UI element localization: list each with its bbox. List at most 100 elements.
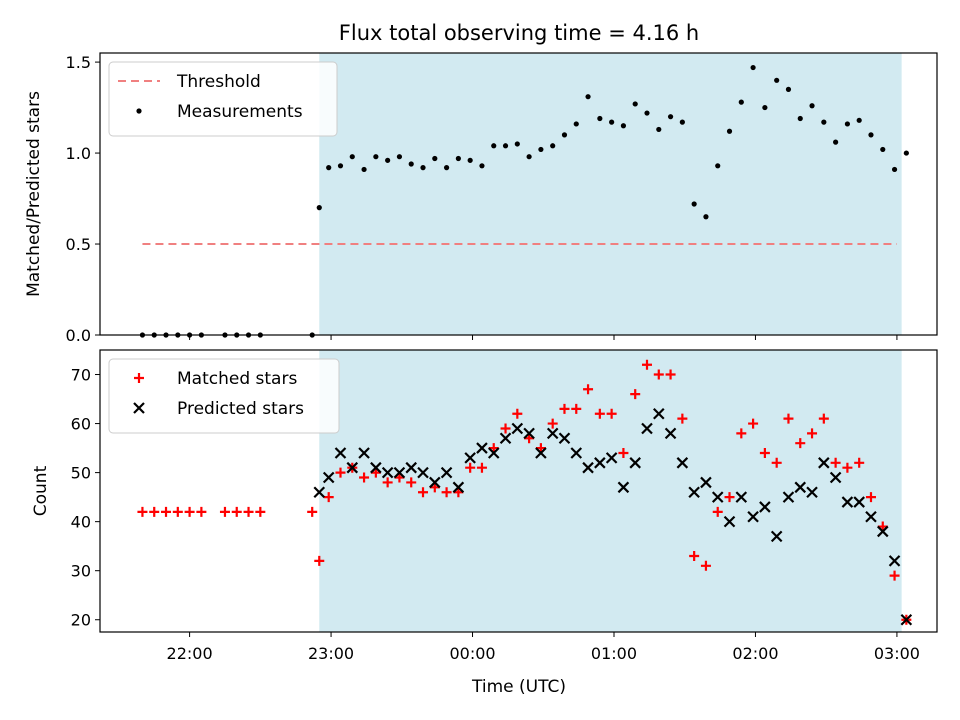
series1-point — [888, 555, 901, 567]
series1-point — [723, 515, 736, 528]
y-axis-label: Matched/Predicted stars — [24, 91, 44, 297]
series0-point — [559, 403, 570, 414]
series0-point — [524, 433, 535, 444]
series0-point — [620, 123, 627, 129]
series0-point — [538, 146, 544, 153]
series0-point — [512, 408, 523, 419]
series0-point — [759, 447, 770, 458]
series0-point — [196, 506, 207, 517]
x-tick-label: 02:00 — [732, 644, 778, 663]
series1-point — [558, 432, 571, 445]
series0-point — [583, 384, 594, 395]
series1-point — [546, 427, 559, 440]
series0-point — [665, 369, 676, 380]
series0-point — [243, 506, 254, 517]
series0-point — [868, 132, 874, 138]
series1-point — [511, 422, 524, 435]
series1-point — [711, 491, 724, 503]
series1-point — [876, 525, 889, 538]
series0-point — [703, 214, 709, 220]
series0-point — [762, 104, 768, 111]
series1-point — [322, 471, 335, 484]
series0-point — [726, 128, 733, 134]
series0-point — [149, 506, 160, 517]
series0-point — [903, 150, 909, 156]
y-tick-label: 70 — [71, 366, 91, 385]
series0-point — [585, 94, 591, 100]
legend-marker — [133, 402, 145, 414]
series0-point — [689, 550, 700, 561]
series0-point — [408, 161, 414, 167]
series0-point — [844, 121, 851, 127]
series1-point — [370, 461, 382, 474]
series1-point — [629, 457, 641, 469]
series0-point — [432, 155, 438, 162]
series0-point — [385, 157, 391, 163]
top-panel-ratio: 0.0 0.5 1.0 1.5 Matched/Predicted stars Thres… — [24, 52, 938, 345]
series1-point — [570, 447, 583, 459]
series0-point — [597, 115, 603, 122]
series0-point — [571, 403, 582, 414]
legend-marker — [136, 108, 142, 114]
series1-point — [617, 481, 630, 494]
series0-point — [736, 428, 747, 439]
axes-frame — [99, 52, 938, 336]
series1-point — [759, 501, 771, 513]
series0-point — [700, 560, 711, 571]
legend-marker — [134, 373, 144, 383]
series0-point — [842, 462, 853, 473]
legend-box — [108, 61, 338, 137]
series0-point — [370, 467, 381, 478]
series0-point — [335, 467, 346, 478]
series1-point — [476, 442, 488, 454]
series1-point — [358, 447, 370, 459]
series0-point — [406, 477, 417, 488]
x-tick-label: 00:00 — [449, 644, 495, 663]
series0-point — [429, 482, 440, 493]
series0-point — [514, 141, 520, 147]
series1-point — [429, 476, 441, 489]
series0-point — [561, 132, 568, 138]
series1-point — [405, 461, 418, 474]
series0-point — [889, 570, 900, 581]
series1-point — [853, 496, 865, 508]
y-tick-label: 50 — [71, 464, 91, 483]
series0-point — [316, 205, 322, 211]
series0-point — [854, 457, 865, 468]
series0-point — [865, 492, 876, 503]
series0-point — [465, 462, 476, 473]
series0-point — [795, 438, 806, 449]
y-tick-label: 0.5 — [66, 235, 91, 254]
series1-point — [440, 466, 453, 479]
series0-point — [219, 506, 230, 517]
series0-point — [679, 119, 685, 125]
series0-point — [738, 99, 744, 105]
series0-point — [821, 119, 827, 125]
y-tick-label: 0.0 — [66, 326, 91, 345]
series0-point — [326, 165, 332, 171]
y-tick-label: 40 — [71, 513, 91, 532]
observing-window-shade — [319, 53, 902, 335]
series1-point — [393, 466, 406, 479]
series0-point — [677, 413, 688, 424]
series0-point — [807, 428, 818, 439]
series0-point — [323, 492, 334, 503]
series1-point — [818, 457, 830, 469]
series1-point — [676, 457, 689, 469]
series0-point — [467, 157, 473, 163]
y-tick-label: 60 — [71, 415, 91, 434]
series0-point — [797, 115, 803, 122]
series0-point — [691, 201, 697, 207]
series0-point — [361, 166, 367, 173]
series0-point — [609, 119, 615, 125]
bottom-panel-counts: 20 30 40 50 60 70 22:00 23:00 00:00 01:00 02:00 03:… — [31, 349, 938, 663]
series1-point — [605, 452, 618, 464]
series0-point — [771, 457, 782, 468]
series0-point — [161, 506, 172, 517]
series0-point — [774, 77, 780, 83]
series0-point — [488, 443, 499, 454]
series0-point — [856, 117, 862, 123]
series1-point — [700, 476, 712, 489]
series0-point — [667, 114, 674, 120]
series0-point — [231, 506, 242, 517]
